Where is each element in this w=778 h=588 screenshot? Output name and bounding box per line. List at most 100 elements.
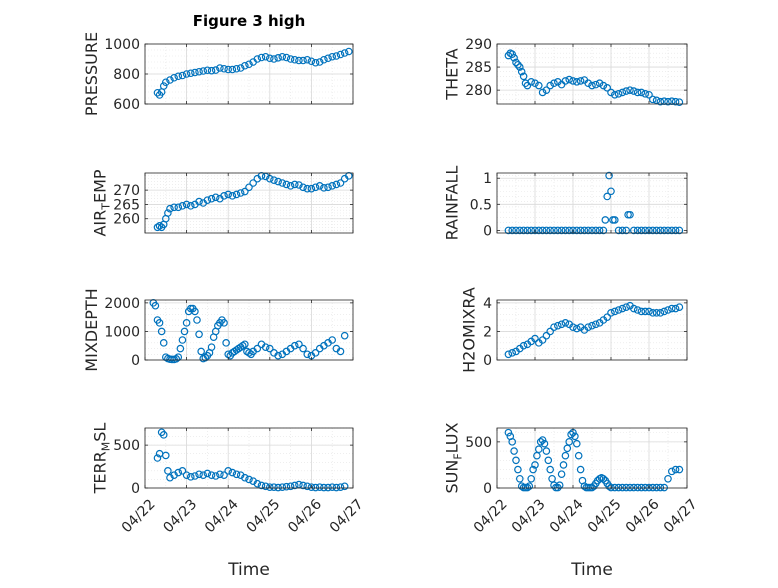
data-point [216,64,224,72]
data-point [224,467,233,475]
data-point [641,483,650,492]
data-point [274,483,282,492]
data-point [324,54,332,63]
data-point [290,55,299,64]
data-point [508,438,517,446]
data-point [546,226,555,235]
data-point [324,483,332,492]
y-tick-label: 0 [131,353,140,369]
data-point [274,177,282,186]
data-point [274,53,282,62]
data-point [153,223,162,232]
data-point [170,203,178,212]
data-point [584,79,593,88]
data-point [504,350,513,359]
data-point [174,72,183,81]
data-point [584,323,593,331]
data-point [245,475,253,484]
data-point [515,226,524,235]
y-tick-label: 1000 [104,324,140,340]
data-point [656,97,665,106]
data-point [238,341,247,350]
data-point [629,304,638,313]
data-point [675,98,684,106]
data-point [614,226,623,235]
data-point [253,344,262,353]
data-point [303,55,312,64]
data-point [265,344,274,353]
data-point [637,483,646,492]
y-tick-label: 270 [113,183,140,199]
data-point [648,95,657,104]
data-point [553,226,562,235]
data-point [236,189,245,197]
x-tick-label: 04/27 [661,496,701,536]
data-point [610,483,619,492]
data-point [241,187,249,196]
data-point [645,226,653,235]
data-point [270,176,278,184]
data-point [504,428,513,437]
data-point [182,471,191,479]
data-point [648,309,657,317]
y-tick-label: 0 [131,481,140,497]
data-point [159,82,168,90]
data-point [512,226,520,235]
data-point [561,226,570,235]
data-point [182,70,191,78]
data-point [574,451,583,460]
data-point [195,197,203,206]
data-point [222,339,230,347]
data-point [315,182,324,190]
data-point [220,319,228,327]
data-point [519,341,528,350]
data-point [176,344,185,353]
data-point [170,73,178,82]
data-point [320,184,328,192]
data-point [675,303,684,311]
data-point [299,344,307,353]
data-point [162,78,170,87]
data-point [295,340,303,349]
data-point [557,470,566,478]
data-point [599,226,608,235]
data-point [159,339,168,347]
x-tick-label: 04/23 [160,496,200,536]
data-point [565,438,574,446]
data-point [307,57,316,66]
data-point [637,226,646,235]
data-point [299,183,307,192]
data-point [529,465,537,474]
data-point [164,467,172,475]
data-point [295,181,303,189]
y-tick-label: 500 [465,435,492,451]
data-point [546,327,555,336]
data-point [186,69,195,78]
data-point [508,50,517,58]
y-tick-label: 600 [113,97,140,113]
data-point [261,343,270,351]
data-point [607,309,615,317]
data-point [274,351,282,360]
axes-frame [496,172,688,234]
data-point [199,471,208,479]
y-axis-label: TERRMSL [91,423,113,495]
data-point [270,55,278,63]
data-point [538,436,547,444]
data-point [207,343,216,351]
data-point [340,482,349,491]
y-tick-label: 265 [113,197,140,213]
data-point [307,483,316,491]
data-point [605,171,613,180]
data-point [572,439,581,448]
data-point [534,81,543,90]
x-tick-label: 04/26 [285,496,325,536]
y-tick-label: 0 [483,223,492,239]
data-point [504,226,513,235]
data-point [572,78,581,86]
data-point [155,222,164,230]
data-point [557,226,566,235]
